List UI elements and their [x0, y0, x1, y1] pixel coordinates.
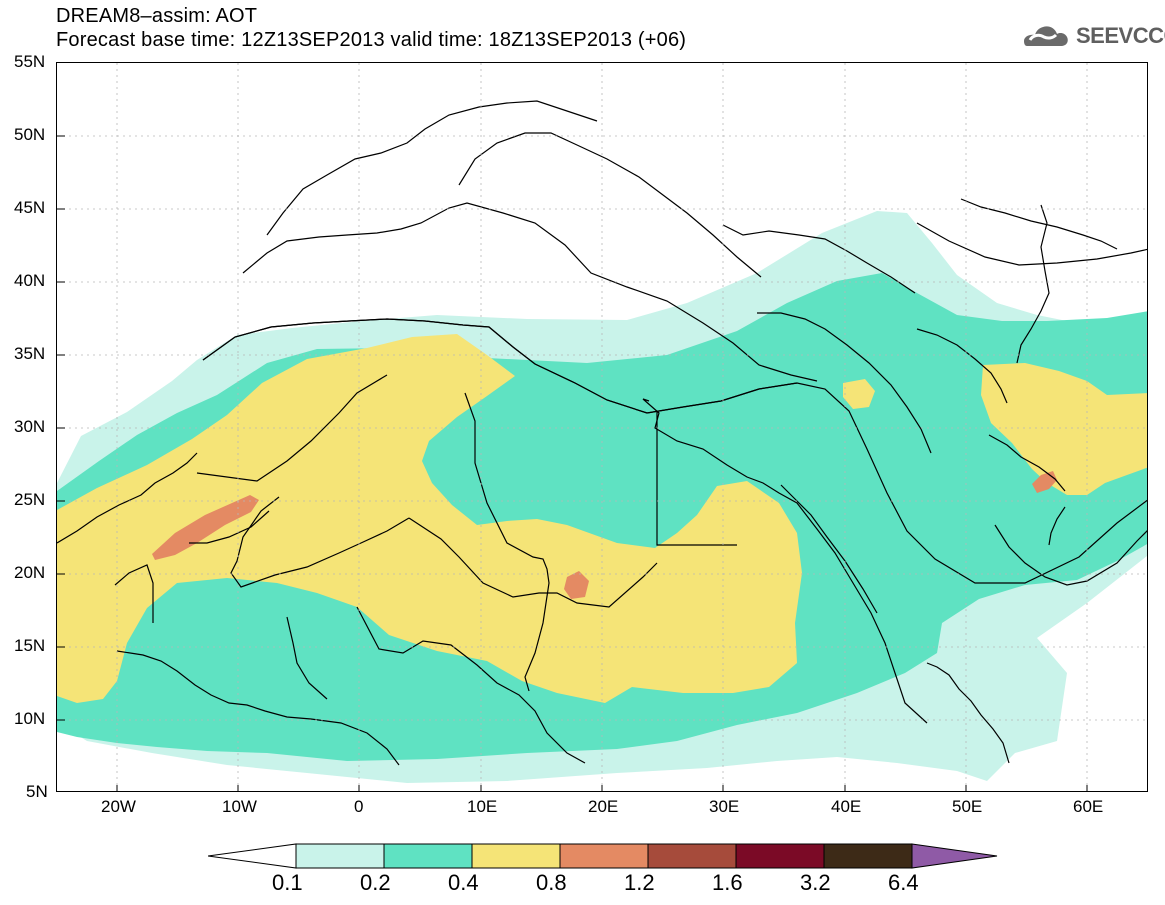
legend-level-0-2: 0.2 — [360, 870, 391, 895]
legend-level-0-8: 0.8 — [536, 870, 567, 895]
lat-label-35n: 35N — [14, 344, 46, 363]
lon-label-20e: 20E — [588, 797, 619, 816]
aot-level-0-4-arabia — [981, 363, 1147, 495]
aot-level-0-8-chad — [564, 571, 589, 599]
lat-label-15n: 15N — [14, 636, 46, 655]
legend-level-0-1: 0.1 — [272, 870, 303, 895]
lat-label-45n: 45N — [14, 198, 46, 217]
lon-label-20w: 20W — [101, 797, 136, 816]
cloud-icon — [1018, 22, 1070, 50]
colorbar-segment-below — [207, 843, 297, 869]
lat-label-55n: 55N — [14, 52, 46, 71]
colorbar-segment-0-4 — [471, 843, 561, 869]
map-header: DREAM8–assim: AOT Forecast base time: 12… — [56, 4, 686, 52]
colorbar-segment-1-6 — [735, 843, 825, 869]
aot-level-0-4 — [57, 334, 802, 703]
lon-label-10w: 10W — [222, 797, 257, 816]
legend-level-3-2: 3.2 — [800, 870, 831, 895]
axis-ticks — [57, 135, 1088, 791]
legend-level-0-4: 0.4 — [448, 870, 479, 895]
lon-label-60e: 60E — [1073, 797, 1104, 816]
map-canvas — [57, 63, 1147, 791]
legend-level-6-4: 6.4 — [888, 870, 919, 895]
lat-label-40n: 40N — [14, 271, 46, 290]
aot-map — [56, 62, 1148, 792]
colorbar-segment-0-8 — [559, 843, 649, 869]
lat-label-50n: 50N — [14, 125, 46, 144]
lon-label-0: 0 — [354, 797, 364, 816]
colorbar-segment-above — [911, 843, 998, 869]
product-title: DREAM8–assim: AOT — [56, 5, 258, 27]
map-gridlines — [57, 63, 1147, 791]
lat-label-10n: 10N — [14, 709, 46, 728]
colorbar-segment-3-2 — [823, 843, 913, 869]
aot-level-0-4-iraq — [843, 379, 875, 409]
logo-text: SEEVCCC — [1076, 23, 1165, 48]
aot-level-0-8 — [152, 495, 259, 560]
colorbar-segment-0-2 — [383, 843, 473, 869]
lon-label-10e: 10E — [467, 797, 498, 816]
lat-label-25n: 25N — [14, 490, 46, 509]
legend-level-1-6: 1.6 — [712, 870, 743, 895]
colorbar-segment-1-2 — [647, 843, 737, 869]
aot-colorbar — [207, 843, 998, 869]
lat-label-5n: 5N — [26, 782, 48, 801]
lat-label-20n: 20N — [14, 563, 46, 582]
legend-level-1-2: 1.2 — [624, 870, 655, 895]
lon-label-30e: 30E — [709, 797, 740, 816]
lon-label-50e: 50E — [952, 797, 983, 816]
lon-label-40e: 40E — [831, 797, 862, 816]
colorbar-segment-0-1 — [295, 843, 385, 869]
lat-label-30n: 30N — [14, 417, 46, 436]
coastlines-and-borders — [57, 100, 1147, 766]
seevccc-logo: SEEVCCC — [1018, 22, 1165, 50]
forecast-times: Forecast base time: 12Z13SEP2013 valid t… — [56, 29, 687, 51]
